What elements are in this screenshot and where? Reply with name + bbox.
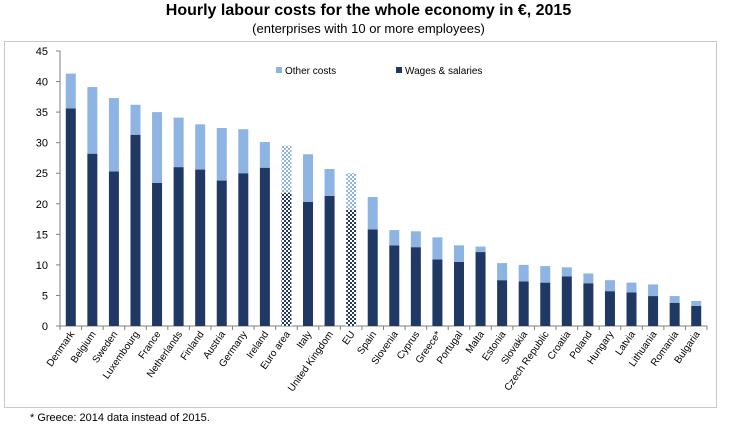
bar-other-costs <box>130 104 141 135</box>
bar-wages-salaries <box>173 167 184 326</box>
bar-wages-salaries <box>453 261 464 326</box>
bar-wages-salaries <box>691 305 702 326</box>
bar-other-costs <box>691 300 702 306</box>
x-axis-labels: DenmarkBelgiumSwedenLuxembourgFranceNeth… <box>45 329 703 394</box>
bar-wages-salaries <box>410 247 421 326</box>
bar-other-costs <box>583 273 594 284</box>
bar-other-costs <box>87 87 98 154</box>
bar-wages-salaries <box>518 281 529 326</box>
bar-wages-salaries <box>626 292 637 326</box>
bar-wages-salaries <box>65 108 76 326</box>
bars <box>65 73 702 326</box>
bar-wages-salaries <box>108 171 119 326</box>
chart-subtitle: (enterprises with 10 or more employees) <box>252 21 485 36</box>
x-tick-label: EU <box>341 329 358 347</box>
bar-wages-salaries <box>324 195 335 326</box>
bar-other-costs <box>648 284 659 297</box>
y-tick-label: 30 <box>36 138 48 150</box>
y-tick-label: 40 <box>36 77 48 89</box>
bar-wages-salaries <box>497 280 508 326</box>
bar-wages-salaries <box>432 259 443 326</box>
bar-wages-salaries <box>604 291 615 326</box>
y-tick-label: 0 <box>42 321 48 333</box>
y-tick-label: 35 <box>36 107 48 119</box>
bar-other-costs <box>669 296 680 303</box>
bar-wages-salaries <box>367 229 378 326</box>
bar-other-costs <box>216 128 227 181</box>
bar-other-costs <box>259 142 270 168</box>
bar-other-costs <box>195 124 206 170</box>
bar-wages-salaries <box>389 245 400 326</box>
bar-wages-salaries <box>130 134 141 326</box>
y-tick-label: 5 <box>42 290 48 302</box>
bar-wages-salaries <box>475 252 486 326</box>
bar-wages-salaries <box>346 209 357 326</box>
y-tick-label: 10 <box>36 260 48 272</box>
bar-other-costs <box>540 266 551 283</box>
bar-other-costs <box>367 197 378 230</box>
bar-other-costs <box>518 264 529 282</box>
bar-other-costs <box>453 245 464 262</box>
bar-wages-salaries <box>561 276 572 326</box>
legend-label: Other costs <box>285 66 336 77</box>
bar-other-costs <box>108 98 119 172</box>
chart-title: Hourly labour costs for the whole econom… <box>165 2 572 19</box>
bar-wages-salaries <box>303 201 314 326</box>
bar-other-costs <box>173 117 184 168</box>
y-tick-label: 45 <box>36 46 48 58</box>
bar-wages-salaries <box>195 169 206 326</box>
bar-other-costs <box>65 73 76 109</box>
bar-wages-salaries <box>259 167 270 326</box>
x-tick-label: Denmark <box>45 329 78 369</box>
y-tick-label: 25 <box>36 168 48 180</box>
legend-swatch <box>396 67 402 73</box>
axes: 0 5 10 15 20 25 30 35 40 45 <box>36 46 708 333</box>
bar-wages-salaries <box>648 296 659 326</box>
bar-other-costs <box>303 154 314 202</box>
x-tick-label: Italy <box>295 329 315 350</box>
bar-other-costs <box>389 230 400 246</box>
bar-wages-salaries <box>152 183 163 326</box>
bar-wages-salaries <box>87 153 98 326</box>
bar-other-costs <box>432 237 443 260</box>
bar-other-costs <box>410 231 421 248</box>
bar-other-costs <box>238 129 249 174</box>
bar-wages-salaries <box>238 173 249 326</box>
bar-other-costs <box>475 246 486 253</box>
bar-other-costs <box>626 282 637 293</box>
bar-other-costs <box>324 168 335 196</box>
bar-wages-salaries <box>583 283 594 326</box>
bar-other-costs <box>281 145 292 193</box>
legend: Other costs Wages & salaries <box>276 66 482 77</box>
bar-wages-salaries <box>216 180 227 326</box>
bar-wages-salaries <box>281 192 292 326</box>
bar-other-costs <box>604 280 615 292</box>
bar-other-costs <box>152 112 163 183</box>
y-tick-label: 15 <box>36 229 48 241</box>
chart-frame <box>4 41 717 408</box>
footnote: * Greece: 2014 data instead of 2015. <box>30 412 210 424</box>
y-tick-label: 20 <box>36 199 48 211</box>
legend-label: Wages & salaries <box>405 66 482 77</box>
bar-other-costs <box>561 267 572 277</box>
bar-other-costs <box>346 173 357 210</box>
bar-wages-salaries <box>540 282 551 326</box>
x-tick-label: Croatia <box>546 329 574 362</box>
bar-other-costs <box>497 263 508 281</box>
bar-wages-salaries <box>669 302 680 326</box>
legend-swatch <box>276 67 282 73</box>
